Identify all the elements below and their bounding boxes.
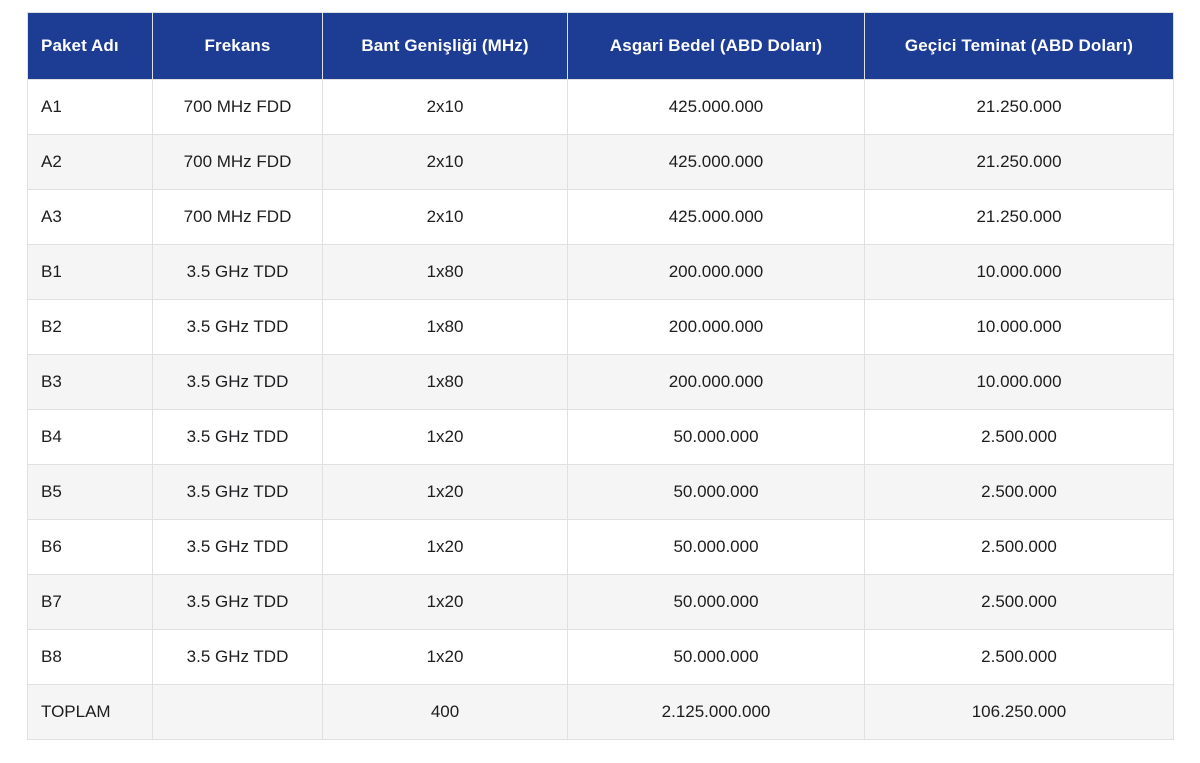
table-cell: 2.500.000 bbox=[864, 409, 1174, 465]
table-cell: B3 bbox=[27, 354, 153, 410]
table-cell: 3.5 GHz TDD bbox=[152, 629, 323, 685]
table-cell: 2.500.000 bbox=[864, 629, 1174, 685]
table-row: TOPLAM 400 2.125.000.000 106.250.000 bbox=[27, 684, 1174, 740]
table-row: B4 3.5 GHz TDD 1x20 50.000.000 2.500.000 bbox=[27, 409, 1174, 465]
table-row: B7 3.5 GHz TDD 1x20 50.000.000 2.500.000 bbox=[27, 574, 1174, 630]
table-cell: 2x10 bbox=[322, 134, 568, 190]
table-cell: 3.5 GHz TDD bbox=[152, 464, 323, 520]
table-cell: 2x10 bbox=[322, 79, 568, 135]
table-row: B3 3.5 GHz TDD 1x80 200.000.000 10.000.000 bbox=[27, 354, 1174, 410]
table-cell: 50.000.000 bbox=[567, 409, 865, 465]
table-cell: 200.000.000 bbox=[567, 354, 865, 410]
table-cell: 2.500.000 bbox=[864, 519, 1174, 575]
table-cell: 50.000.000 bbox=[567, 629, 865, 685]
table-cell: 425.000.000 bbox=[567, 134, 865, 190]
table-cell: 425.000.000 bbox=[567, 189, 865, 245]
table-cell: 2x10 bbox=[322, 189, 568, 245]
table-cell bbox=[152, 684, 323, 740]
column-header-bant-genisligi: Bant Genişliği (MHz) bbox=[322, 12, 568, 80]
table-cell: 21.250.000 bbox=[864, 79, 1174, 135]
table-cell: 1x20 bbox=[322, 519, 568, 575]
table-cell: 50.000.000 bbox=[567, 519, 865, 575]
table-cell: A2 bbox=[27, 134, 153, 190]
column-header-paket-adi: Paket Adı bbox=[27, 12, 153, 80]
table-cell: B5 bbox=[27, 464, 153, 520]
table-cell: 1x80 bbox=[322, 299, 568, 355]
table-row: B8 3.5 GHz TDD 1x20 50.000.000 2.500.000 bbox=[27, 629, 1174, 685]
spectrum-auction-table: Paket Adı Frekans Bant Genişliği (MHz) A… bbox=[27, 12, 1174, 740]
table-cell: 50.000.000 bbox=[567, 574, 865, 630]
table-cell: B4 bbox=[27, 409, 153, 465]
table-cell: 2.125.000.000 bbox=[567, 684, 865, 740]
table-cell: 700 MHz FDD bbox=[152, 79, 323, 135]
table-body: A1 700 MHz FDD 2x10 425.000.000 21.250.000 A2… bbox=[27, 79, 1174, 740]
table-row: B1 3.5 GHz TDD 1x80 200.000.000 10.000.000 bbox=[27, 244, 1174, 300]
column-header-frekans: Frekans bbox=[152, 12, 323, 80]
table-row: A3 700 MHz FDD 2x10 425.000.000 21.250.000 bbox=[27, 189, 1174, 245]
table-cell: 50.000.000 bbox=[567, 464, 865, 520]
table-cell: 21.250.000 bbox=[864, 134, 1174, 190]
table-cell: 3.5 GHz TDD bbox=[152, 244, 323, 300]
table-cell: 2.500.000 bbox=[864, 464, 1174, 520]
table-row: B2 3.5 GHz TDD 1x80 200.000.000 10.000.000 bbox=[27, 299, 1174, 355]
table-cell: 200.000.000 bbox=[567, 244, 865, 300]
table-cell: B8 bbox=[27, 629, 153, 685]
table-cell: 3.5 GHz TDD bbox=[152, 409, 323, 465]
table-cell: 200.000.000 bbox=[567, 299, 865, 355]
table-cell: 10.000.000 bbox=[864, 244, 1174, 300]
table-header-row: Paket Adı Frekans Bant Genişliği (MHz) A… bbox=[27, 12, 1174, 80]
column-header-gecici-teminat: Geçici Teminat (ABD Doları) bbox=[864, 12, 1174, 80]
table-cell: 3.5 GHz TDD bbox=[152, 299, 323, 355]
table-cell: B6 bbox=[27, 519, 153, 575]
table-cell: 3.5 GHz TDD bbox=[152, 574, 323, 630]
table-cell: TOPLAM bbox=[27, 684, 153, 740]
table-row: B5 3.5 GHz TDD 1x20 50.000.000 2.500.000 bbox=[27, 464, 1174, 520]
table-cell: B1 bbox=[27, 244, 153, 300]
table-row: B6 3.5 GHz TDD 1x20 50.000.000 2.500.000 bbox=[27, 519, 1174, 575]
table-cell: 700 MHz FDD bbox=[152, 189, 323, 245]
table-cell: 700 MHz FDD bbox=[152, 134, 323, 190]
table-cell: 10.000.000 bbox=[864, 354, 1174, 410]
table-cell: 106.250.000 bbox=[864, 684, 1174, 740]
table-header: Paket Adı Frekans Bant Genişliği (MHz) A… bbox=[27, 12, 1174, 80]
table-row: A1 700 MHz FDD 2x10 425.000.000 21.250.000 bbox=[27, 79, 1174, 135]
table-cell: 1x80 bbox=[322, 354, 568, 410]
table-cell: A3 bbox=[27, 189, 153, 245]
table-cell: 400 bbox=[322, 684, 568, 740]
table-cell: A1 bbox=[27, 79, 153, 135]
table-cell: 3.5 GHz TDD bbox=[152, 354, 323, 410]
table-cell: 1x20 bbox=[322, 629, 568, 685]
table-cell: 425.000.000 bbox=[567, 79, 865, 135]
table-cell: 1x20 bbox=[322, 464, 568, 520]
table-cell: B7 bbox=[27, 574, 153, 630]
table-cell: 2.500.000 bbox=[864, 574, 1174, 630]
table-cell: 1x20 bbox=[322, 409, 568, 465]
table-cell: 10.000.000 bbox=[864, 299, 1174, 355]
table-cell: B2 bbox=[27, 299, 153, 355]
table-cell: 3.5 GHz TDD bbox=[152, 519, 323, 575]
table-cell: 1x20 bbox=[322, 574, 568, 630]
table-cell: 1x80 bbox=[322, 244, 568, 300]
table-row: A2 700 MHz FDD 2x10 425.000.000 21.250.000 bbox=[27, 134, 1174, 190]
table-cell: 21.250.000 bbox=[864, 189, 1174, 245]
column-header-asgari-bedel: Asgari Bedel (ABD Doları) bbox=[567, 12, 865, 80]
